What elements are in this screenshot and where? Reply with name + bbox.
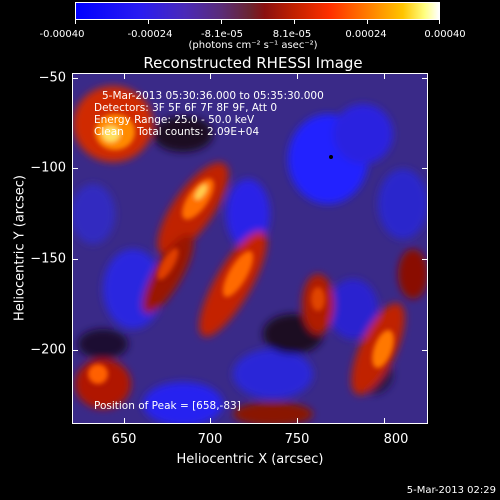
x-tick-label: 750: [284, 432, 310, 447]
y-axis-tick: [422, 168, 428, 169]
colorbar-tick-label: -0.00024: [127, 29, 173, 40]
x-axis-tick: [210, 418, 211, 424]
detectors-info: Detectors: 3F 5F 6F 7F 8F 9F, Att 0: [94, 102, 278, 114]
x-axis-tick: [297, 418, 298, 424]
colorbar-tick-label: -8.1e-05: [201, 29, 243, 40]
x-axis-tick: [297, 73, 298, 79]
timestamp: 5-Mar-2013 02:29: [406, 485, 496, 496]
x-axis-tick: [124, 418, 125, 424]
colorbar-tick-label: -0.00040: [39, 29, 85, 40]
y-axis-tick: [72, 350, 78, 351]
y-axis-title: Heliocentric Y (arcsec): [12, 175, 28, 321]
x-axis-tick: [384, 73, 385, 79]
colorbar-tick: [294, 20, 295, 24]
energy-range: Energy Range: 25.0 - 50.0 keV: [94, 114, 255, 126]
y-tick-label: −50: [38, 70, 66, 86]
x-axis-tick: [210, 73, 211, 79]
time-range: 5-Mar-2013 05:30:36.000 to 05:35:30.000: [102, 90, 324, 102]
y-axis-tick: [422, 259, 428, 260]
y-axis-tick: [72, 168, 78, 169]
colorbar: [75, 2, 440, 20]
x-axis-tick: [384, 418, 385, 424]
colorbar-tick-label: 8.1e-05: [272, 29, 312, 40]
colorbar-units: (photons cm⁻² s⁻¹ asec⁻²): [188, 40, 318, 51]
colorbar-tick: [221, 20, 222, 24]
y-axis-tick: [72, 78, 78, 79]
x-tick-label: 700: [197, 432, 223, 447]
y-tick-label: −200: [30, 342, 66, 358]
x-tick-label: 650: [111, 432, 137, 447]
plot-title: Reconstructed RHESSI Image: [143, 54, 363, 72]
y-tick-label: −100: [30, 160, 66, 176]
x-axis-title: Heliocentric X (arcsec): [176, 452, 324, 467]
clean-counts: Clean Total counts: 2.09E+04: [94, 126, 260, 138]
colorbar-tick: [148, 20, 149, 24]
colorbar-tick: [439, 20, 440, 24]
rhessi-image-canvas: [73, 74, 427, 423]
x-axis-tick: [124, 73, 125, 79]
peak-position: Position of Peak = [658,-83]: [94, 400, 241, 412]
y-axis-tick: [422, 78, 428, 79]
rhessi-image: [72, 73, 428, 424]
colorbar-tick: [75, 20, 76, 24]
y-axis-tick: [72, 259, 78, 260]
colorbar-tick-label: 0.00040: [424, 29, 466, 40]
colorbar-tick-label: 0.00024: [345, 29, 387, 40]
x-tick-label: 800: [383, 432, 409, 447]
colorbar-tick: [367, 20, 368, 24]
y-tick-label: −150: [30, 251, 66, 267]
y-axis-tick: [422, 350, 428, 351]
